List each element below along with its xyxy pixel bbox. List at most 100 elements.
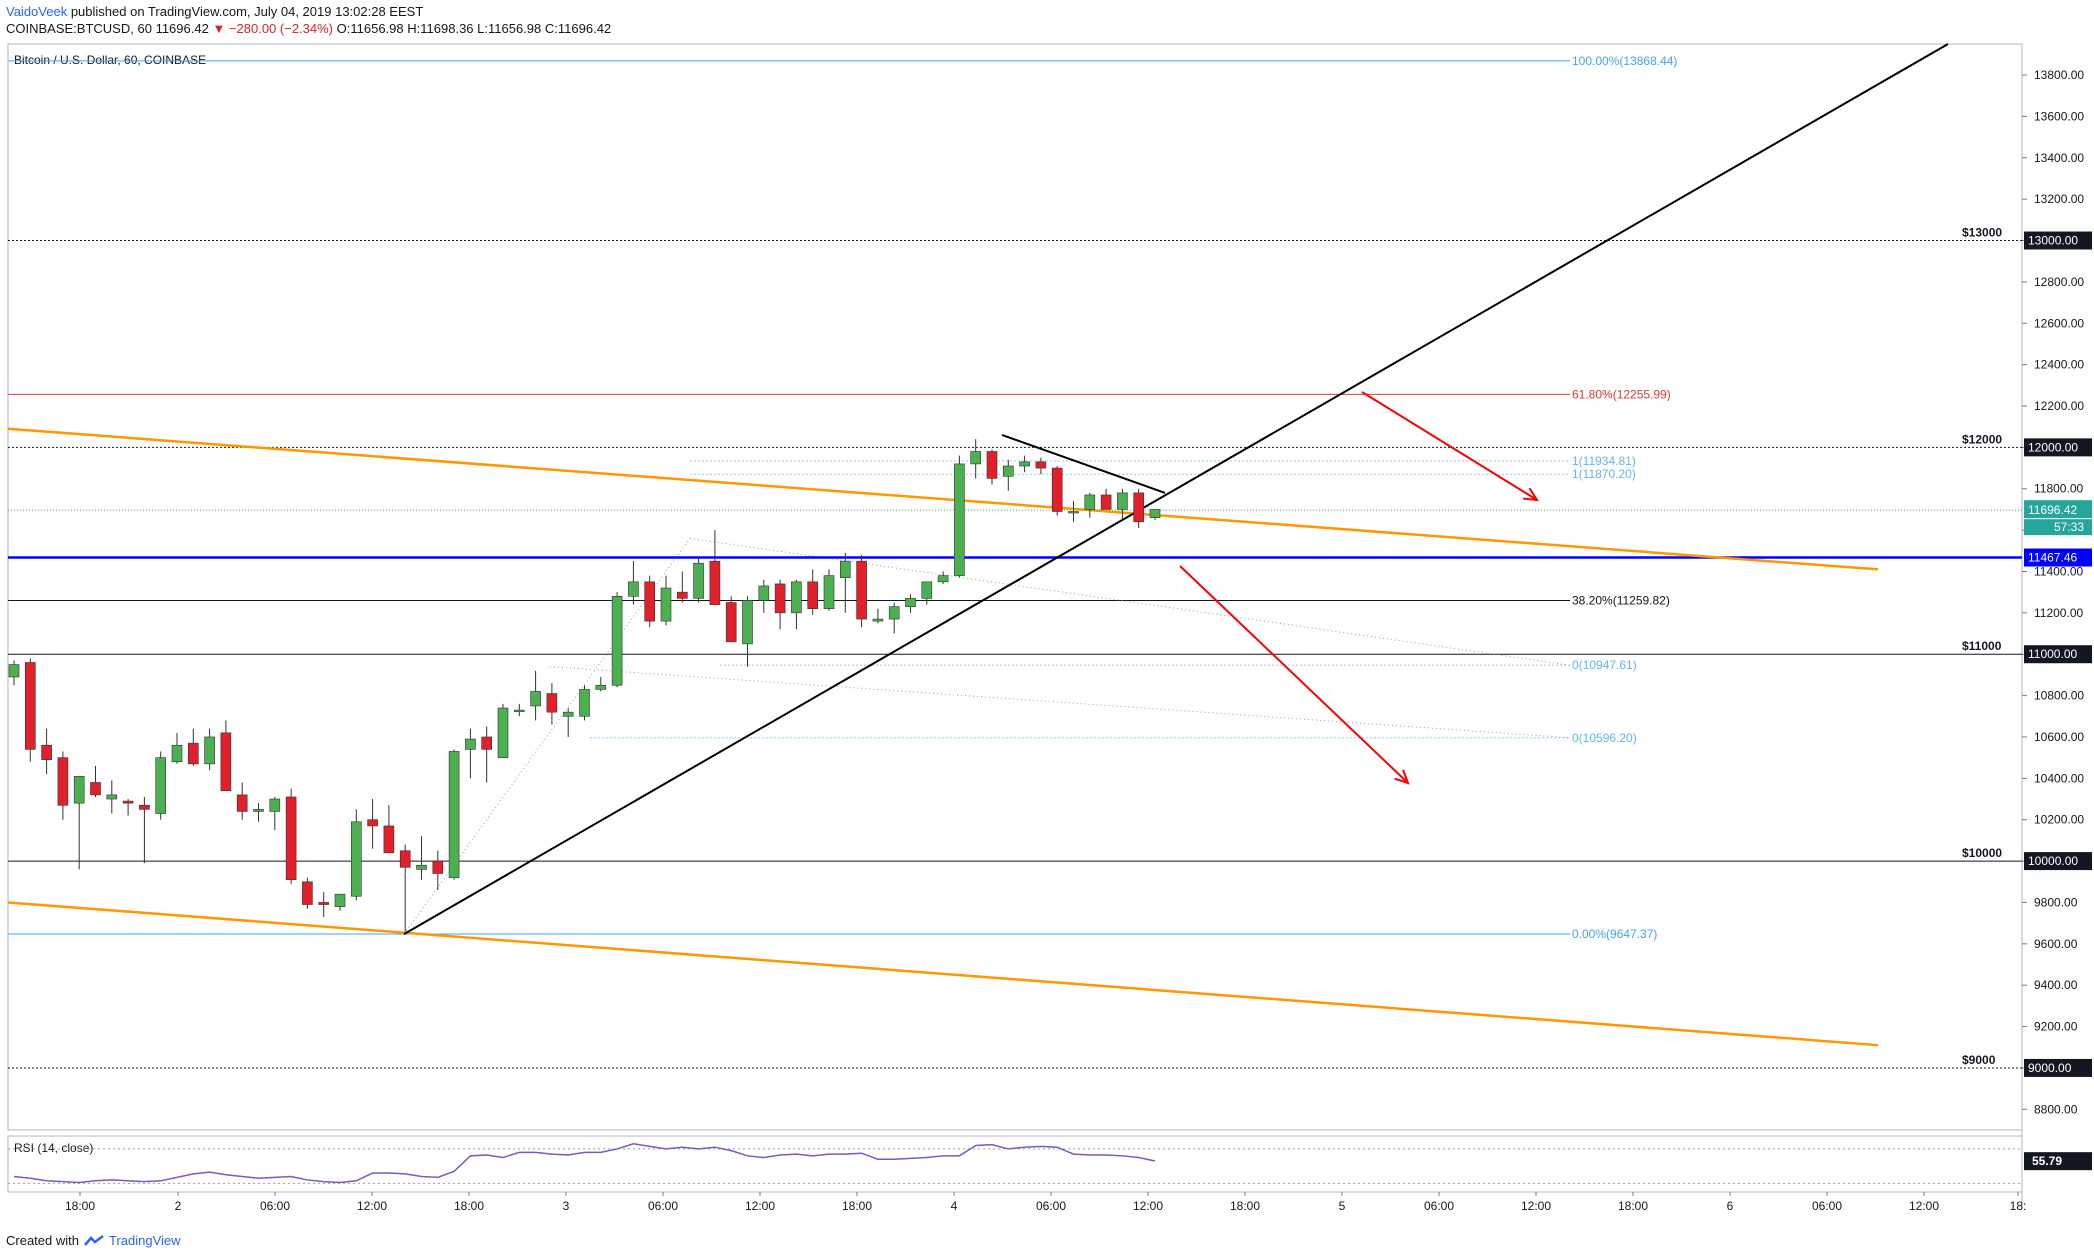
open-label: O: [336, 21, 351, 36]
x-tick-label: 18: [2010, 1199, 2027, 1213]
candle-body [839, 560, 851, 578]
candle-body [8, 664, 20, 678]
projection-label: 0(10947.61) [1572, 658, 1637, 672]
level-label: $11000 [1962, 639, 2002, 653]
rsi-value-label: 55.79 [2032, 1154, 2062, 1168]
candle-body [1051, 467, 1063, 512]
chart-title: Bitcoin / U.S. Dollar, 60, COINBASE [14, 53, 206, 67]
level-label: $10000 [1962, 846, 2002, 860]
projection-label: 1(11870.20) [1572, 467, 1636, 481]
candle-body [1100, 494, 1112, 510]
x-tick-label: 06:00 [260, 1199, 290, 1213]
arrow-down-2 [1179, 565, 1409, 784]
candle-body [856, 560, 867, 620]
y-tick-label: 13200.00 [2034, 192, 2084, 206]
x-tick-label: 2 [175, 1199, 182, 1213]
candle-body [644, 581, 656, 622]
high-label: H: [407, 21, 421, 36]
candle-body [416, 864, 427, 870]
candle-body [807, 581, 819, 610]
level-axis-label: 11000.00 [2028, 647, 2077, 661]
x-tick-label: 18:00 [1618, 1199, 1648, 1213]
candle-body [350, 821, 362, 897]
level-axis-tag [2024, 231, 2092, 250]
candle-body [905, 598, 916, 607]
y-tick-label: 10200.00 [2034, 813, 2084, 827]
y-tick-label: 12200.00 [2034, 399, 2084, 413]
x-tick-label: 6 [1727, 1199, 1734, 1213]
x-tick-label: 12:00 [357, 1199, 387, 1213]
candle-body [155, 757, 166, 814]
candle-body [1133, 492, 1144, 523]
level-axis-tag [2024, 438, 2092, 457]
candle-body [774, 583, 786, 614]
x-tick-label: 06:00 [1424, 1199, 1454, 1213]
tradingview-logo-icon [84, 1235, 104, 1246]
fib-level-label: 0.00%(9647.37) [1572, 927, 1657, 941]
candle-body [1117, 492, 1128, 510]
support-axis-tag [2024, 548, 2092, 567]
support-axis-label: 11467.46 [2028, 551, 2077, 565]
last-price-tag [2024, 500, 2092, 519]
candle-body [1002, 465, 1014, 477]
price-pane-frame [7, 43, 2023, 1131]
candle-body [660, 587, 672, 622]
candle-body [220, 732, 232, 792]
candle-body [57, 757, 69, 806]
candle-body [888, 606, 900, 620]
level-label: $9000 [1962, 1053, 1996, 1067]
candle-body [872, 618, 884, 622]
y-tick-label: 10400.00 [2034, 771, 2084, 785]
candle-body [1149, 509, 1161, 519]
candle-body [481, 736, 493, 750]
fib-level-label: 100.00%(13868.44) [1572, 54, 1677, 68]
candle-body [823, 575, 835, 610]
orange-trendline-lower [7, 901, 1879, 1047]
candle-body [139, 804, 150, 810]
publish-header: VaidoVeek published on TradingView.com, … [6, 4, 423, 20]
candle-body [269, 798, 281, 812]
candle-body [628, 581, 639, 597]
fib-level-label: 38.20%(11259.82) [1572, 593, 1670, 607]
candle-body [497, 707, 509, 758]
published-text: published on TradingView.com, July 04, 2… [70, 4, 424, 19]
candle-body [171, 744, 183, 763]
x-tick-label: 5 [1339, 1199, 1346, 1213]
y-tick-label: 9400.00 [2034, 978, 2078, 992]
y-tick-label: 11800.00 [2034, 482, 2083, 496]
y-tick-label: 11200.00 [2034, 606, 2083, 620]
triangle-trendline [1001, 434, 1166, 494]
candle-body [513, 709, 525, 712]
y-tick-label: 13600.00 [2034, 109, 2084, 123]
x-tick-label: 4 [951, 1199, 958, 1213]
candle-body [41, 744, 52, 761]
x-tick-label: 18:00 [1230, 1199, 1260, 1213]
dotted-swing-line [403, 538, 691, 935]
candle-body [90, 782, 101, 796]
candle-body [465, 738, 476, 750]
candle-body [188, 742, 199, 765]
candle-body [106, 794, 118, 800]
candle-body [432, 860, 444, 874]
last-price-label: 11696.42 [2028, 503, 2077, 517]
y-tick-label: 9200.00 [2034, 1020, 2078, 1034]
last-value: 11696.42 [155, 21, 209, 36]
rsi-line [13, 1142, 1156, 1184]
candle-body [562, 711, 574, 717]
author-link[interactable]: VaidoVeek [6, 4, 68, 19]
x-tick-label: 18:00 [65, 1199, 95, 1213]
x-tick-label: 3 [563, 1199, 570, 1213]
tradingview-brand[interactable]: TradingView [108, 1233, 181, 1248]
x-tick-label: 06:00 [648, 1199, 678, 1213]
candle-body [954, 463, 965, 576]
footer: Created with TradingView [6, 1232, 181, 1250]
y-tick-label: 8800.00 [2034, 1102, 2078, 1116]
level-axis-label: 12000.00 [2028, 440, 2078, 454]
low-label: L: [477, 21, 488, 36]
countdown-tag [2024, 519, 2092, 536]
y-tick-label: 11400.00 [2034, 564, 2083, 578]
y-tick-label: 13800.00 [2034, 68, 2084, 82]
candle-body [1084, 494, 1096, 510]
candle-body [24, 662, 36, 750]
